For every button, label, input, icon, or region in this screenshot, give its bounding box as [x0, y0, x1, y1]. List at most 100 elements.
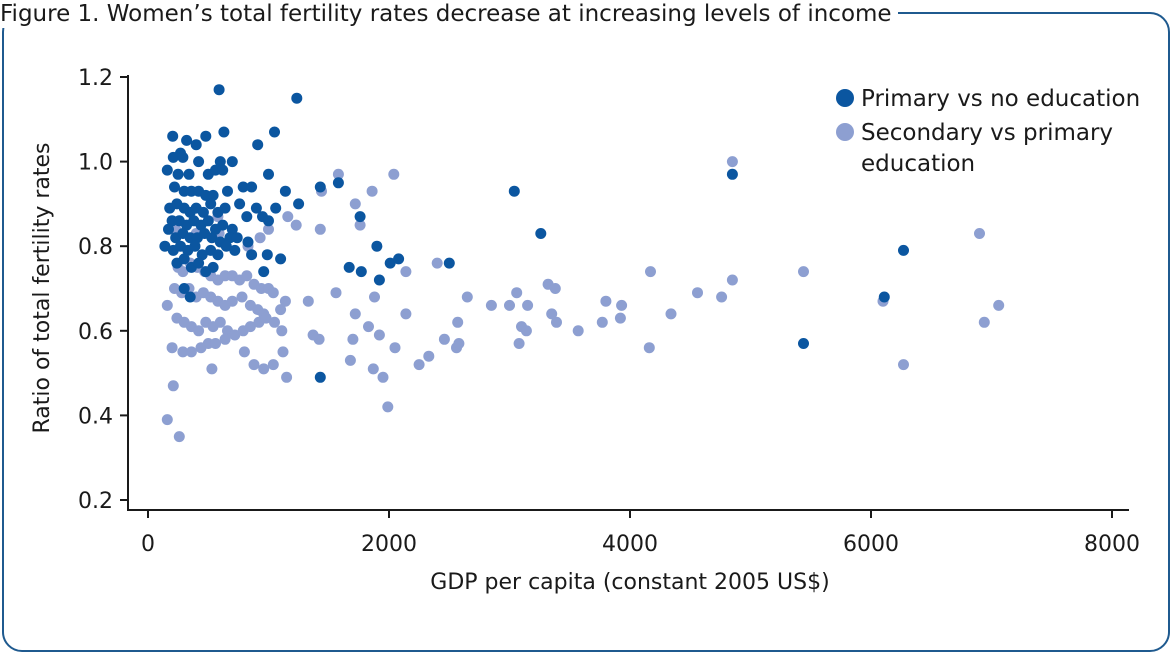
- point-secondary-vs-primary: [485, 299, 497, 311]
- point-secondary-vs-primary: [347, 333, 359, 345]
- point-primary-vs-no-education: [314, 181, 326, 193]
- x-ticks: 0 2000 4000 6000 8000: [141, 510, 1140, 557]
- point-secondary-vs-primary: [173, 431, 185, 443]
- point-primary-vs-no-education: [314, 371, 326, 383]
- figure-title: Figure 1. Women’s total fertility rates …: [0, 0, 898, 28]
- point-primary-vs-no-education: [219, 202, 231, 214]
- point-secondary-vs-primary: [798, 266, 809, 278]
- point-secondary-vs-primary: [726, 156, 738, 168]
- point-secondary-vs-primary: [241, 270, 253, 282]
- point-primary-vs-no-education: [177, 151, 189, 163]
- point-primary-vs-no-education: [217, 219, 229, 231]
- point-secondary-vs-primary: [193, 325, 205, 337]
- point-secondary-vs-primary: [363, 321, 374, 333]
- point-primary-vs-no-education: [354, 211, 366, 223]
- point-secondary-vs-primary: [167, 380, 179, 392]
- point-primary-vs-no-education: [237, 181, 249, 193]
- point-secondary-vs-primary: [413, 359, 425, 371]
- y-axis-label: Ratio of total fertility rates: [30, 142, 55, 433]
- point-secondary-vs-primary: [616, 299, 628, 311]
- point-secondary-vs-primary: [546, 308, 558, 320]
- point-primary-vs-no-education: [384, 257, 396, 269]
- point-secondary-vs-primary: [344, 354, 356, 366]
- point-secondary-vs-primary: [254, 232, 266, 244]
- point-secondary-vs-primary: [332, 168, 344, 180]
- point-primary-vs-no-education: [220, 240, 232, 252]
- point-primary-vs-no-education: [231, 232, 243, 244]
- point-primary-vs-no-education: [246, 181, 258, 193]
- point-primary-vs-no-education: [200, 130, 212, 142]
- point-primary-vs-no-education: [226, 156, 238, 168]
- point-secondary-vs-primary: [974, 228, 985, 239]
- point-primary-vs-no-education: [178, 253, 190, 265]
- x-tick-label: 0: [141, 532, 155, 557]
- x-tick-label: 6000: [843, 532, 899, 557]
- point-secondary-vs-primary: [185, 346, 197, 358]
- point-secondary-vs-primary: [716, 291, 728, 303]
- y-tick-label: 0.2: [78, 489, 113, 514]
- legend-label-secondary-line2: education: [861, 151, 975, 177]
- point-primary-vs-no-education: [269, 126, 280, 138]
- y-ticks: 0.2 0.4 0.6 0.8 1.0 1.2: [78, 66, 128, 514]
- point-secondary-vs-primary: [258, 363, 270, 375]
- point-secondary-vs-primary: [377, 371, 389, 383]
- point-secondary-vs-primary: [210, 338, 221, 349]
- point-secondary-vs-primary: [307, 329, 319, 341]
- point-primary-vs-no-education: [371, 240, 383, 252]
- point-secondary-vs-primary: [161, 414, 173, 426]
- point-primary-vs-no-education: [726, 168, 738, 180]
- point-primary-vs-no-education: [163, 223, 174, 235]
- point-secondary-vs-primary: [431, 257, 443, 269]
- scatter-chart: 0.2 0.4 0.6 0.8 1.0 1.2 0 2000 4000 6000 8000 Rat…: [30, 66, 1140, 595]
- legend-label-secondary-line1: Secondary vs primary: [861, 120, 1113, 146]
- point-primary-vs-no-education: [332, 177, 344, 189]
- point-primary-vs-no-education: [252, 139, 264, 151]
- point-secondary-vs-primary: [400, 308, 412, 320]
- point-secondary-vs-primary: [665, 308, 677, 320]
- point-secondary-vs-primary: [389, 342, 401, 354]
- point-secondary-vs-primary: [452, 316, 464, 328]
- point-primary-vs-no-education: [291, 92, 303, 104]
- y-tick-label: 1.0: [78, 151, 113, 176]
- point-secondary-vs-primary: [260, 312, 272, 324]
- point-secondary-vs-primary: [290, 219, 302, 231]
- point-secondary-vs-primary: [369, 291, 380, 303]
- point-primary-vs-no-education: [241, 211, 253, 223]
- point-secondary-vs-primary: [177, 346, 189, 358]
- point-secondary-vs-primary: [267, 359, 279, 371]
- legend-label-secondary: Secondary vs primary education: [861, 120, 1120, 177]
- x-tick-label: 2000: [361, 532, 417, 557]
- x-axis-label: GDP per capita (constant 2005 US$): [430, 570, 829, 595]
- point-primary-vs-no-education: [270, 202, 282, 214]
- point-secondary-vs-primary: [349, 198, 361, 210]
- point-secondary-vs-primary: [572, 325, 584, 337]
- point-primary-vs-no-education: [169, 181, 180, 193]
- y-tick-label: 0.4: [78, 404, 113, 429]
- point-secondary-vs-primary: [206, 363, 218, 375]
- x-tick-label: 8000: [1084, 532, 1140, 557]
- point-secondary-vs-primary: [166, 342, 178, 354]
- point-primary-vs-no-education: [242, 236, 254, 248]
- point-primary-vs-no-education: [279, 185, 291, 197]
- point-secondary-vs-primary: [161, 299, 173, 311]
- point-secondary-vs-primary: [461, 291, 473, 303]
- point-primary-vs-no-education: [373, 274, 385, 286]
- y-tick-label: 0.8: [78, 235, 113, 260]
- point-secondary-vs-primary: [279, 295, 291, 307]
- point-primary-vs-no-education: [161, 164, 173, 176]
- point-primary-vs-no-education: [246, 249, 258, 261]
- point-primary-vs-no-education: [207, 189, 219, 201]
- point-secondary-vs-primary: [276, 325, 288, 337]
- point-secondary-vs-primary: [504, 299, 515, 311]
- point-secondary-vs-primary: [349, 308, 361, 320]
- point-secondary-vs-primary: [645, 266, 656, 278]
- point-secondary-vs-primary: [993, 299, 1005, 311]
- y-tick-label: 0.6: [78, 320, 113, 345]
- point-secondary-vs-primary: [238, 346, 250, 358]
- point-secondary-vs-primary: [302, 295, 314, 307]
- point-secondary-vs-primary: [549, 283, 561, 294]
- point-secondary-vs-primary: [229, 329, 241, 341]
- point-primary-vs-no-education: [212, 249, 224, 261]
- point-primary-vs-no-education: [196, 249, 208, 261]
- point-secondary-vs-primary: [520, 325, 532, 337]
